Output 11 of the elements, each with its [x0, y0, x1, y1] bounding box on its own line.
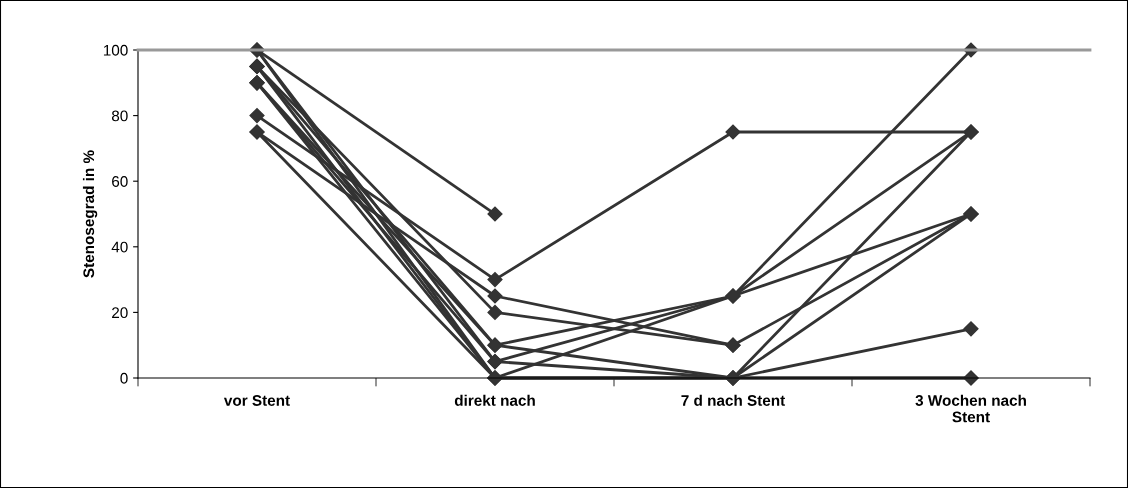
x-tick-label: direkt nach	[454, 394, 535, 406]
y-tick-label: 40	[111, 241, 128, 253]
y-axis-title: Stenosegrad in %	[82, 150, 98, 278]
y-tick-label: 0	[120, 372, 128, 384]
x-tick-label: 3 Wochen nach Stent	[915, 394, 1026, 423]
y-tick-label: 60	[112, 176, 128, 187]
y-tick-label: 20	[112, 307, 128, 319]
x-tick-label: vor Stent	[223, 395, 290, 406]
y-tick-label: 100	[103, 44, 128, 56]
y-tick-label: 80	[111, 110, 128, 122]
x-tick-label: 7 d nach Stent	[681, 394, 786, 406]
